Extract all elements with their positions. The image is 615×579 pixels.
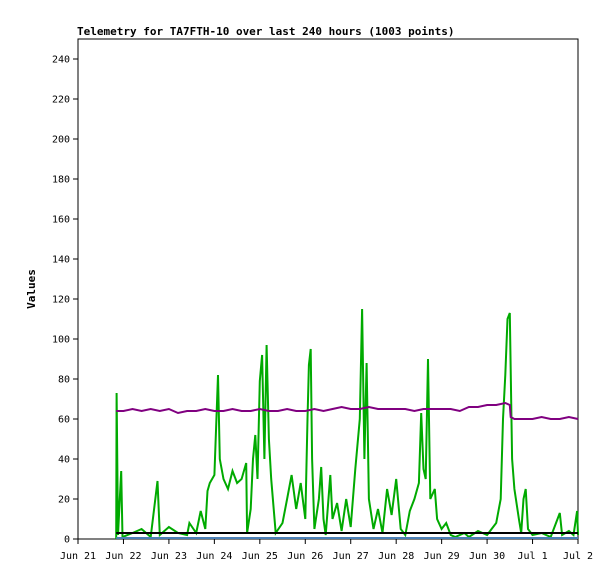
x-tick-label: Jun 28 bbox=[378, 551, 414, 562]
y-tick-label: 140 bbox=[52, 255, 70, 266]
x-tick-label: Jun 23 bbox=[151, 551, 187, 562]
x-tick-label: Jun 26 bbox=[287, 551, 323, 562]
x-tick-label: Jun 24 bbox=[196, 551, 232, 562]
y-tick-label: 200 bbox=[52, 135, 70, 146]
x-tick-label: Jun 22 bbox=[105, 551, 141, 562]
x-tick-label: Jun 27 bbox=[333, 551, 369, 562]
series-line-1 bbox=[115, 308, 579, 540]
x-tick-label: Jun 25 bbox=[242, 551, 278, 562]
chart-title: Telemetry for TA7FTH-10 over last 240 ho… bbox=[77, 25, 455, 38]
y-tick-label: 180 bbox=[52, 175, 70, 186]
y-tick-label: 80 bbox=[58, 375, 70, 386]
y-tick-label: 120 bbox=[52, 295, 70, 306]
y-axis-label: Values bbox=[25, 269, 38, 309]
x-tick-label: Jun 29 bbox=[424, 551, 460, 562]
plot-frame bbox=[77, 38, 579, 540]
x-tick-label: Jul 1 bbox=[517, 551, 547, 562]
y-tick-label: 240 bbox=[52, 55, 70, 66]
y-tick-label: 100 bbox=[52, 335, 70, 346]
y-axis-ticks: 0 20 40 60 80 100 120 140 160 180 200 220 240 bbox=[52, 55, 78, 546]
series-layer bbox=[115, 308, 579, 540]
series-line-2 bbox=[116, 401, 579, 420]
y-tick-label: 160 bbox=[52, 215, 70, 226]
x-tick-label: Jun 30 bbox=[469, 551, 505, 562]
y-tick-label: 40 bbox=[58, 455, 70, 466]
y-tick-label: 20 bbox=[58, 495, 70, 506]
y-tick-label: 220 bbox=[52, 95, 70, 106]
y-tick-label: 60 bbox=[58, 415, 70, 426]
x-tick-label: Jul 2 bbox=[563, 551, 593, 562]
y-tick-label: 0 bbox=[64, 535, 70, 546]
x-axis-ticks: Jun 21 Jun 22 Jun 23 Jun 24 Jun 25 Jun 26 Jun … bbox=[60, 539, 593, 562]
x-tick-label: Jun 21 bbox=[60, 551, 96, 562]
